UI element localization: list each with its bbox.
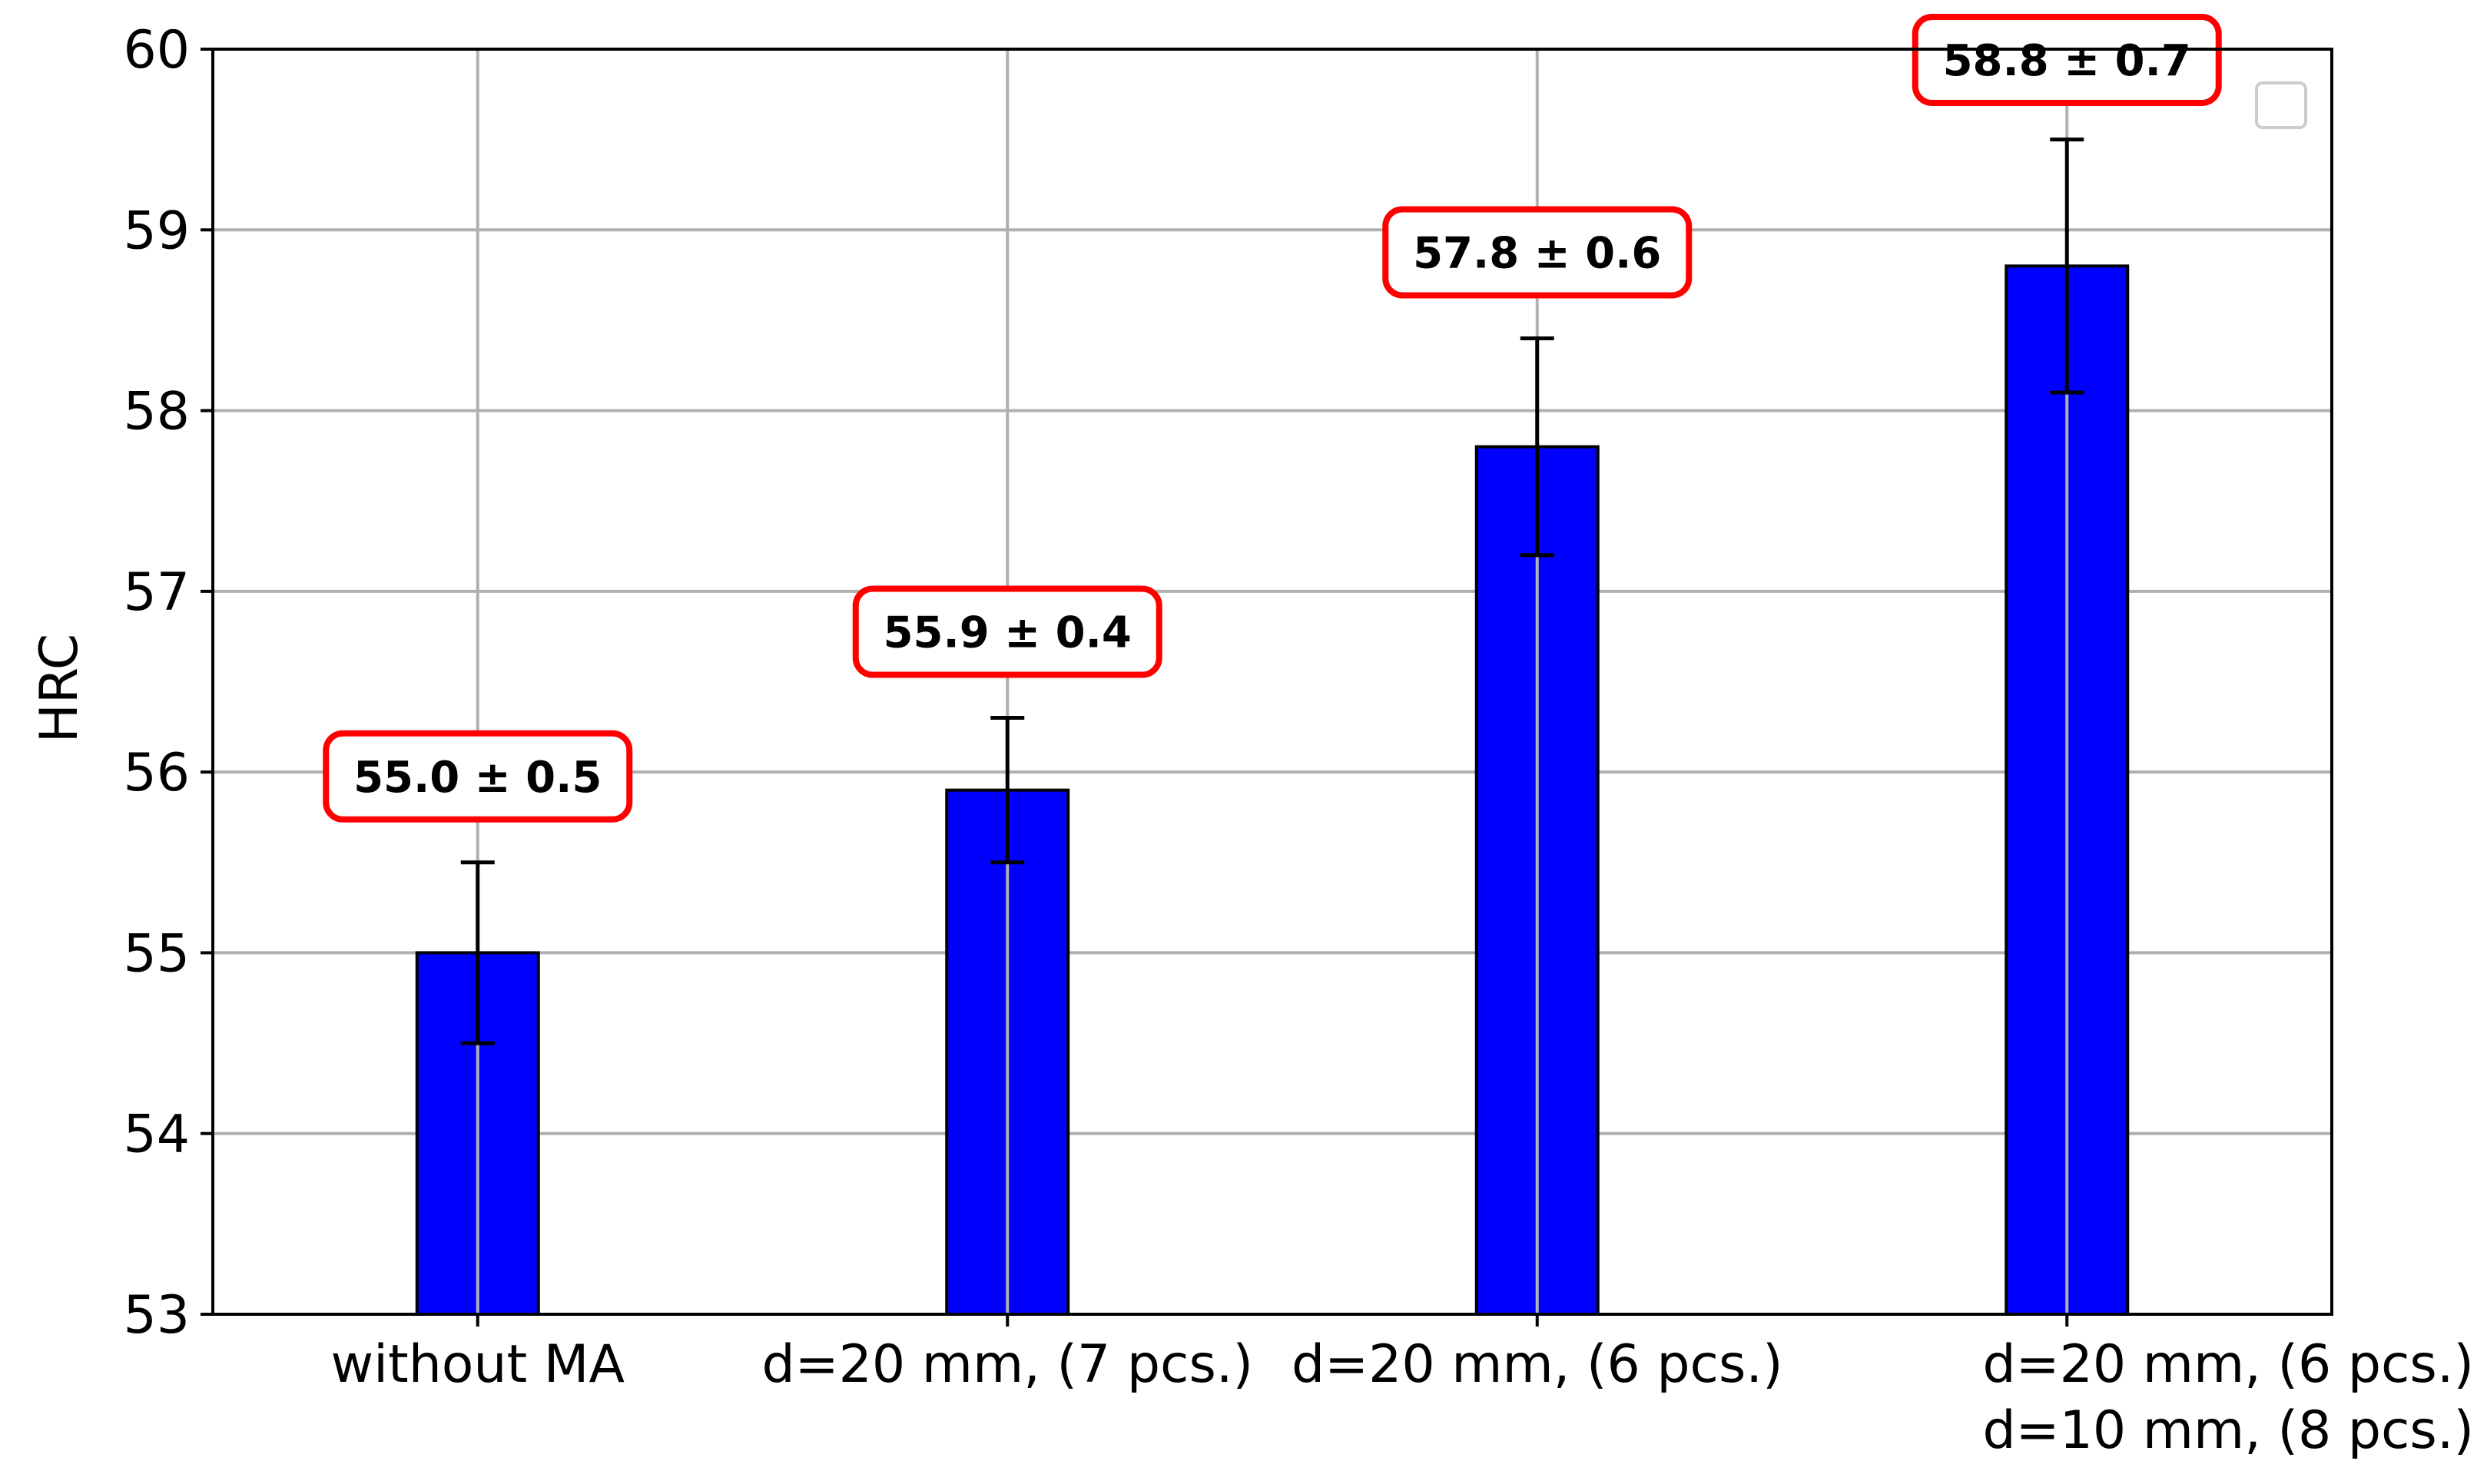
y-axis-title: HRC (29, 634, 90, 743)
y-tick-label: 55 (123, 923, 190, 984)
value-label-box (323, 730, 633, 823)
value-label: 58.8 ± 0.7 (1943, 36, 2191, 86)
value-label: 55.0 ± 0.5 (353, 753, 602, 803)
value-label-box (1382, 206, 1693, 299)
y-tick-label: 60 (123, 20, 190, 81)
axis-ticks: 53 54 55 56 57 58 59 60 without MA d=20 mm, (7 pc… (123, 20, 2474, 1461)
value-label: 55.9 ± 0.4 (884, 608, 1132, 658)
axes-frame (211, 48, 2333, 1316)
x-tick-label: d=20 mm, (7 pcs.) (761, 1334, 1253, 1395)
y-tick-label: 58 (123, 382, 190, 442)
y-tick-label: 59 (123, 200, 190, 261)
y-tick-label: 53 (123, 1285, 190, 1346)
x-tick-label: d=10 mm, (8 pcs.) (1982, 1400, 2474, 1461)
legend-box (2255, 81, 2307, 129)
value-label-box (1912, 14, 2222, 106)
value-label-box (852, 585, 1162, 678)
bars (415, 264, 2130, 1317)
x-tick-label: without MA (331, 1334, 625, 1395)
x-tick-label: d=20 mm, (6 pcs.) (1292, 1334, 1783, 1395)
y-tick-label: 56 (123, 743, 190, 803)
error-bars (460, 137, 2084, 1045)
data-labels: 55.0 ± 0.5 55.9 ± 0.4 57.8 ± 0.6 58.8 ± 0.7 (323, 14, 2307, 823)
plot-frame (211, 48, 2333, 1316)
y-tick-label: 57 (123, 562, 190, 623)
x-tick-label: d=20 mm, (6 pcs.) (1982, 1334, 2474, 1395)
value-label: 57.8 ± 0.6 (1413, 228, 1661, 278)
y-tick-label: 54 (123, 1105, 190, 1165)
